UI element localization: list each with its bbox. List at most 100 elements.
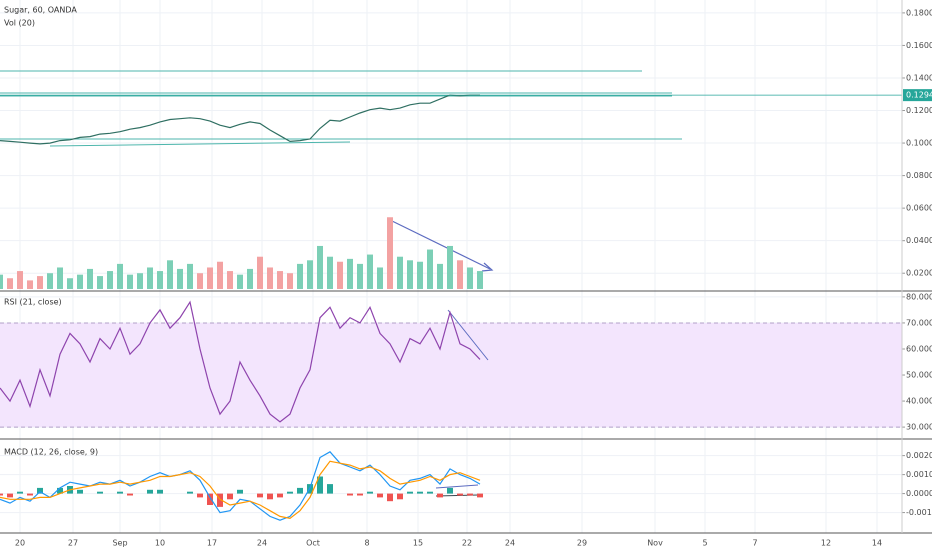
bar [467, 493, 473, 496]
bar [457, 493, 463, 496]
bar [217, 493, 223, 507]
bar [427, 491, 433, 494]
bar [157, 271, 163, 289]
x-tick-label: 27 [68, 539, 78, 548]
marks-layer [0, 94, 902, 521]
bar [27, 280, 33, 289]
x-tick-label: 12 [821, 539, 831, 548]
y-tick-label: -0.0010 [906, 508, 932, 517]
bar [187, 263, 193, 289]
bar [297, 487, 303, 494]
x-tick-label: 14 [872, 539, 882, 548]
bar [27, 493, 33, 496]
bar [457, 260, 463, 289]
bar [277, 493, 283, 498]
x-tick-label: 20 [15, 539, 25, 548]
x-tick-label: 8 [364, 539, 369, 548]
bar [477, 271, 483, 289]
bar [387, 493, 393, 502]
bar [17, 491, 23, 494]
bar [297, 263, 303, 289]
bar [407, 491, 413, 494]
bar [237, 489, 243, 494]
bar [37, 276, 43, 289]
bar [227, 271, 233, 289]
bar [77, 489, 83, 494]
bar [87, 268, 93, 289]
y-tick-label: 30.0000 [906, 423, 932, 432]
y-tick-label: 70.0000 [906, 318, 932, 327]
bar [347, 493, 353, 496]
y-tick-label: 0.0020 [906, 451, 932, 460]
bar [417, 261, 423, 289]
bar [327, 484, 333, 494]
bar [447, 487, 453, 494]
x-tick-label: 29 [577, 539, 587, 548]
bar [247, 268, 253, 289]
bar [187, 491, 193, 494]
drawn-trendline [49, 141, 351, 147]
bar [257, 493, 263, 498]
bar [317, 245, 323, 289]
bar [287, 273, 293, 289]
bar [407, 260, 413, 289]
x-tick-label: 22 [462, 539, 472, 548]
bar [467, 267, 473, 289]
x-tick-label: 15 [413, 539, 423, 548]
x-tick-label: 17 [207, 539, 217, 548]
bar [387, 217, 393, 289]
bar [267, 493, 273, 500]
drawn-trendline [447, 309, 489, 361]
series-line [0, 451, 481, 521]
y-tick-label: 40.0000 [906, 397, 932, 406]
bar [37, 487, 43, 494]
bar [317, 476, 323, 494]
bar [207, 267, 213, 289]
y-tick-label: 80.0000 [906, 292, 932, 301]
bar [97, 491, 103, 494]
bar [207, 493, 213, 505]
series-line [0, 300, 481, 423]
bar [377, 267, 383, 289]
x-tick-label: 5 [702, 539, 707, 548]
bar [97, 276, 103, 289]
bar [227, 493, 233, 500]
last-price-tag [903, 89, 932, 102]
bar [437, 263, 443, 289]
bar [397, 256, 403, 289]
bar [237, 274, 243, 289]
drawings [0, 70, 682, 497]
x-tick-label: 24 [505, 539, 515, 548]
bar [127, 493, 133, 496]
bar [0, 274, 3, 289]
x-tick-label: Sep [112, 539, 127, 548]
y-tick-label: 60.0000 [906, 344, 932, 353]
bar [117, 491, 123, 494]
x-tick-label: 7 [752, 539, 757, 548]
bar [447, 245, 453, 289]
bar [307, 260, 313, 289]
bar [277, 271, 283, 289]
bar [367, 491, 373, 494]
last-price-label: 0.12946 [906, 91, 932, 100]
bar [367, 254, 373, 289]
bar [157, 489, 163, 494]
bar [107, 271, 113, 289]
bar [197, 273, 203, 289]
bar [437, 493, 443, 498]
bar [177, 268, 183, 289]
drawn-arrow [389, 219, 491, 270]
x-tick-label: 10 [155, 539, 165, 548]
bar [0, 493, 3, 496]
bar [347, 258, 353, 289]
bar [7, 493, 13, 498]
